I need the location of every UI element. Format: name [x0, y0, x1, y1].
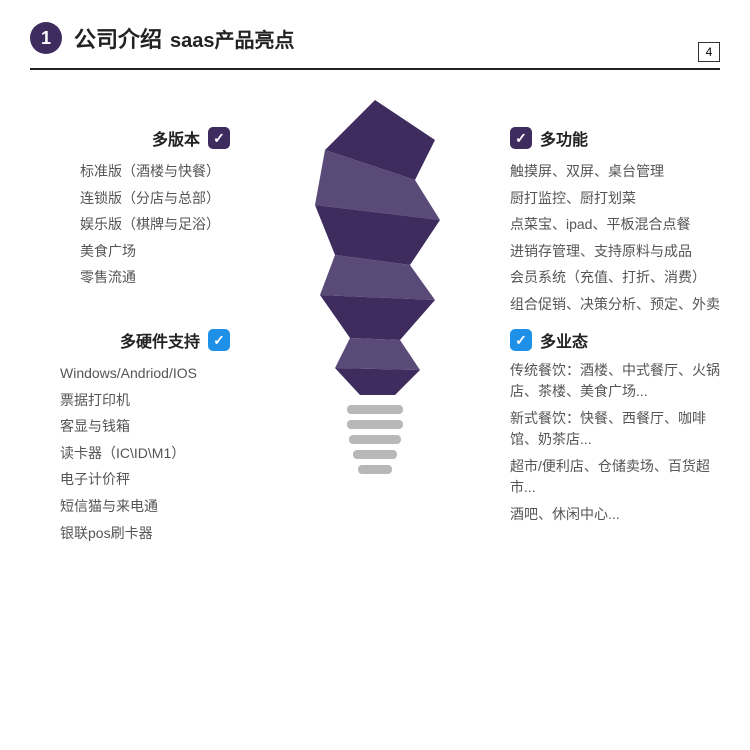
check-icon: ✓: [208, 329, 230, 351]
list-item: 标准版（酒楼与快餐）: [80, 158, 230, 185]
section-header: 多硬件支持 ✓: [30, 328, 230, 352]
item-list: Windows/Andriod/IOS 票据打印机 客显与钱箱 读卡器（IC\I…: [30, 360, 230, 546]
title-sub: saas产品亮点: [170, 24, 295, 53]
item-list: 传统餐饮：酒楼、中式餐厅、火锅店、茶楼、美食广场... 新式餐饮：快餐、西餐厅、…: [510, 360, 730, 525]
check-icon: ✓: [510, 329, 532, 351]
list-item: 零售流通: [80, 264, 230, 291]
list-item: 票据打印机: [60, 387, 230, 414]
section-number-badge: 1: [30, 22, 62, 54]
section-header: ✓ 多功能: [510, 126, 730, 150]
list-item: 厨打监控、厨打划菜: [510, 185, 730, 212]
list-item: 短信猫与来电通: [60, 493, 230, 520]
list-item: 组合促销、决策分析、预定、外卖: [510, 291, 730, 318]
list-item: 读卡器（IC\ID\M1）: [60, 440, 230, 467]
item-list: 标准版（酒楼与快餐） 连锁版（分店与总部） 娱乐版（棋牌与足浴） 美食广场 零售…: [30, 158, 230, 291]
content-area: 多版本 ✓ 标准版（酒楼与快餐） 连锁版（分店与总部） 娱乐版（棋牌与足浴） 美…: [0, 70, 750, 710]
slide-header: 1 公司介绍 saas产品亮点 4: [0, 0, 750, 64]
section-hardware: 多硬件支持 ✓ Windows/Andriod/IOS 票据打印机 客显与钱箱 …: [30, 328, 230, 546]
section-title: 多功能: [540, 126, 588, 150]
title-main: 公司介绍: [74, 22, 162, 54]
section-versions: 多版本 ✓ 标准版（酒楼与快餐） 连锁版（分店与总部） 娱乐版（棋牌与足浴） 美…: [30, 126, 230, 291]
check-icon: ✓: [208, 127, 230, 149]
section-title: 多业态: [540, 328, 588, 352]
list-item: 电子计价秤: [60, 466, 230, 493]
list-item: 银联pos刷卡器: [60, 520, 230, 547]
list-item: 进销存管理、支持原料与成品: [510, 238, 730, 265]
section-header: ✓ 多业态: [510, 328, 730, 352]
list-item: 连锁版（分店与总部）: [80, 185, 230, 212]
lightbulb-icon: [265, 90, 485, 490]
list-item: 客显与钱箱: [60, 413, 230, 440]
list-item: 传统餐饮：酒楼、中式餐厅、火锅店、茶楼、美食广场...: [510, 360, 730, 402]
list-item: 点菜宝、ipad、平板混合点餐: [510, 211, 730, 238]
list-item: 会员系统（充值、打折、消费）: [510, 264, 730, 291]
list-item: 酒吧、休闲中心...: [510, 504, 730, 525]
list-item: 新式餐饮：快餐、西餐厅、咖啡馆、奶茶店...: [510, 408, 730, 450]
list-item: 触摸屏、双屏、桌台管理: [510, 158, 730, 185]
list-item: 娱乐版（棋牌与足浴）: [80, 211, 230, 238]
section-businesses: ✓ 多业态 传统餐饮：酒楼、中式餐厅、火锅店、茶楼、美食广场... 新式餐饮：快…: [510, 328, 730, 531]
section-title: 多版本: [152, 126, 200, 150]
check-icon: ✓: [510, 127, 532, 149]
list-item: Windows/Andriod/IOS: [60, 360, 230, 387]
list-item: 美食广场: [80, 238, 230, 265]
section-title: 多硬件支持: [120, 328, 200, 352]
item-list: 触摸屏、双屏、桌台管理 厨打监控、厨打划菜 点菜宝、ipad、平板混合点餐 进销…: [510, 158, 730, 318]
section-functions: ✓ 多功能 触摸屏、双屏、桌台管理 厨打监控、厨打划菜 点菜宝、ipad、平板混…: [510, 126, 730, 318]
page-number: 4: [698, 42, 720, 62]
list-item: 超市/便利店、仓储卖场、百货超市...: [510, 456, 730, 498]
section-header: 多版本 ✓: [30, 126, 230, 150]
